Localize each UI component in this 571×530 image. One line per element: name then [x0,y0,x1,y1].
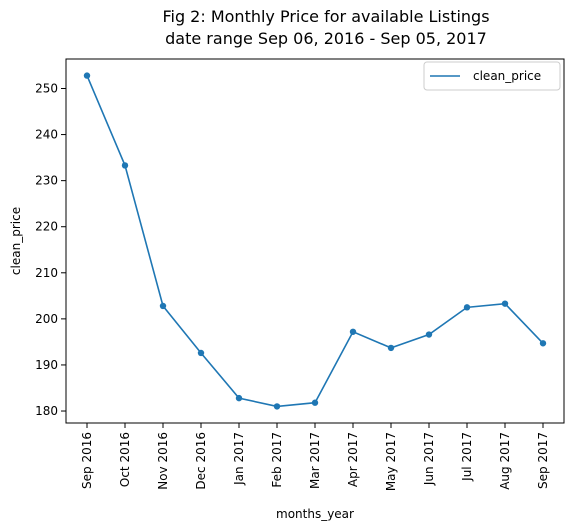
y-tick-label: 200 [35,312,58,326]
y-tick-label: 220 [35,220,58,234]
y-tick-label: 240 [35,128,58,142]
data-point [463,304,471,311]
legend-box [423,61,561,91]
data-point [83,72,91,79]
data-point [349,328,357,335]
y-tick-label: 250 [35,81,58,95]
data-point [501,300,509,307]
x-tick-label: Feb 2017 [270,432,284,488]
y-tick-label: 230 [35,174,58,188]
data-point [159,302,167,310]
data-point [235,394,243,402]
plot-area [65,58,565,424]
x-axis: Sep 2016 Oct 2016 Nov 2016 Dec 2016 Jan 2017… [80,423,550,491]
data-point [387,344,395,352]
data-point [121,162,129,169]
data-point [425,331,433,338]
data-point [539,340,547,347]
x-tick-label: Jun 2017 [422,432,436,486]
x-tick-label: Dec 2016 [194,432,208,490]
y-tick-label: 190 [35,358,58,372]
x-tick-label: Apr 2017 [346,432,360,487]
chart-title: Fig 2: Monthly Price for available Listi… [162,7,489,26]
y-tick-label: 210 [35,266,58,280]
x-tick-label: Jul 2017 [460,432,474,482]
data-point [311,399,319,406]
x-tick-label: Sep 2017 [536,432,550,489]
x-tick-label: Nov 2016 [156,432,170,490]
y-axis: 180 190 200 210 220 230 240 250 [35,81,66,418]
series-layer [83,72,547,410]
x-tick-label: Aug 2017 [498,432,512,490]
legend-label: clean_price [473,69,541,83]
data-point [273,403,281,410]
x-tick-label: Jan 2017 [232,432,246,486]
data-point [197,349,205,357]
x-tick-label: Oct 2016 [118,432,132,487]
chart-subtitle: date range Sep 06, 2016 - Sep 05, 2017 [165,29,487,48]
x-tick-label: Mar 2017 [308,432,322,489]
x-tick-label: May 2017 [384,432,398,491]
legend: clean_price [423,61,561,91]
y-axis-label: clean_price [9,207,23,275]
x-axis-label: months_year [276,507,354,521]
x-tick-label: Sep 2016 [80,432,94,489]
y-tick-label: 180 [35,404,58,418]
